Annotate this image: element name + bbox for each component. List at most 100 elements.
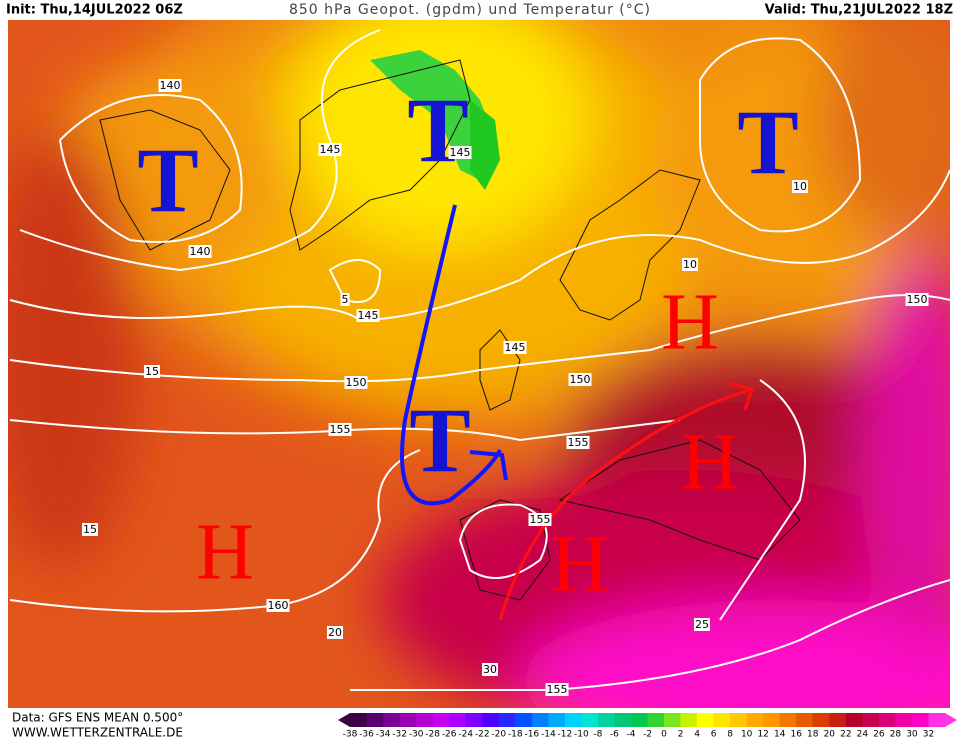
- contour-label-box: [266, 599, 290, 612]
- colorbar-label: 20: [824, 730, 836, 740]
- colorbar-label: -30: [409, 730, 424, 740]
- colorbar-label: 6: [711, 730, 717, 740]
- colorbar-cell: [449, 713, 467, 727]
- contour-label: 150: [346, 376, 367, 389]
- colorbar-cell: [482, 713, 500, 727]
- contour-label: 145: [505, 341, 526, 354]
- colorbar-label: 8: [727, 730, 733, 740]
- contour-label: 160: [268, 599, 289, 612]
- contour-label-box: [568, 373, 592, 386]
- contour-label: 155: [568, 436, 589, 449]
- contour-label-box: [448, 146, 472, 159]
- data-source: Data: GFS ENS MEAN 0.500°: [12, 711, 183, 725]
- colorbar-cell: [829, 713, 847, 727]
- colorbar-label: 22: [840, 730, 851, 740]
- colorbar-label: -2: [643, 730, 652, 740]
- colorbar-cell: [779, 713, 797, 727]
- colorbar-cell: [630, 713, 648, 727]
- contour-label-box: [566, 436, 590, 449]
- colorbar-label: -6: [610, 730, 619, 740]
- contour-label-box: [682, 258, 698, 271]
- colorbar-cell: [399, 713, 417, 727]
- colorbar-label: -4: [626, 730, 635, 740]
- colorbar-cell: [515, 713, 533, 727]
- colorbar-label: 32: [923, 730, 934, 740]
- colorbar-cell: [763, 713, 781, 727]
- contour-label: 145: [358, 309, 379, 322]
- contour-label-box: [792, 180, 808, 193]
- colorbar-label: -34: [376, 730, 391, 740]
- colorbar-label: -22: [475, 730, 490, 740]
- colorbar-label: -36: [359, 730, 374, 740]
- colorbar-cell: [647, 713, 665, 727]
- valid-time: Valid: Thu,21JUL2022 18Z: [765, 3, 953, 18]
- site: WWW.WETTERZENTRALE.DE: [12, 726, 183, 740]
- colorbar-cell: [531, 713, 549, 727]
- contour-label: 150: [907, 293, 928, 306]
- colorbar-cell: [746, 713, 764, 727]
- map-title: 850 hPa Geopot. (gpdm) und Temperatur (°…: [289, 2, 651, 18]
- colorbar-label: -32: [392, 730, 407, 740]
- contour-label-box: [905, 293, 929, 306]
- colorbar-label: 28: [890, 730, 902, 740]
- colorbar-label: 24: [857, 730, 869, 740]
- colorbar-label: -20: [491, 730, 506, 740]
- colorbar-cell: [366, 713, 384, 727]
- colorbar-cell: [548, 713, 566, 727]
- contour-label-box: [528, 513, 552, 526]
- colorbar-cap: [338, 713, 350, 727]
- contour-label: 20: [328, 626, 342, 639]
- contour-label-box: [144, 365, 160, 378]
- colorbar-cell: [465, 713, 483, 727]
- colorbar-label: -10: [574, 730, 589, 740]
- colorbar-cell: [614, 713, 632, 727]
- colorbar-label: -12: [558, 730, 573, 740]
- pressure-system: T: [137, 129, 198, 231]
- colorbar-cap: [945, 713, 957, 727]
- colorbar-label: 30: [906, 730, 918, 740]
- contour-label: 140: [160, 79, 181, 92]
- contour-label: 145: [320, 143, 341, 156]
- contour-label-box: [318, 143, 342, 156]
- colorbar-cell: [845, 713, 863, 727]
- colorbar-label: -16: [524, 730, 539, 740]
- contour-label-box: [158, 79, 182, 92]
- colorbar-cell: [350, 713, 368, 727]
- colorbar-label: 2: [678, 730, 684, 740]
- colorbar-cell: [498, 713, 516, 727]
- colorbar-cell: [895, 713, 913, 727]
- pressure-system: H: [681, 418, 739, 506]
- colorbar-cell: [564, 713, 582, 727]
- colorbar-cell: [416, 713, 434, 727]
- colorbar-cell: [664, 713, 682, 727]
- contour-label-box: [482, 663, 498, 676]
- pressure-system: H: [661, 278, 719, 366]
- colorbar-label: 16: [791, 730, 803, 740]
- colorbar-cell: [383, 713, 401, 727]
- colorbar-label: -14: [541, 730, 556, 740]
- contour-label-box: [328, 423, 352, 436]
- colorbar-label: 26: [873, 730, 885, 740]
- contour-label: 15: [83, 523, 97, 536]
- contour-label: 140: [190, 245, 211, 258]
- contour-label: 25: [695, 618, 709, 631]
- contour-label: 155: [547, 683, 568, 696]
- colorbar-label: 18: [807, 730, 819, 740]
- colorbar-label: 4: [694, 730, 700, 740]
- contour-label-box: [503, 341, 527, 354]
- contour-label-box: [545, 683, 569, 696]
- pressure-system: H: [551, 520, 609, 608]
- contour-label: 155: [530, 513, 551, 526]
- colorbar-label: -24: [458, 730, 473, 740]
- pressure-system: T: [409, 389, 470, 491]
- colorbar-cell: [730, 713, 748, 727]
- contour-label: 155: [330, 423, 351, 436]
- colorbar-cell: [597, 713, 615, 727]
- colorbar-label: 0: [661, 730, 667, 740]
- contour-label-box: [344, 376, 368, 389]
- contour-label-box: [356, 309, 380, 322]
- contour-label-box: [82, 523, 98, 536]
